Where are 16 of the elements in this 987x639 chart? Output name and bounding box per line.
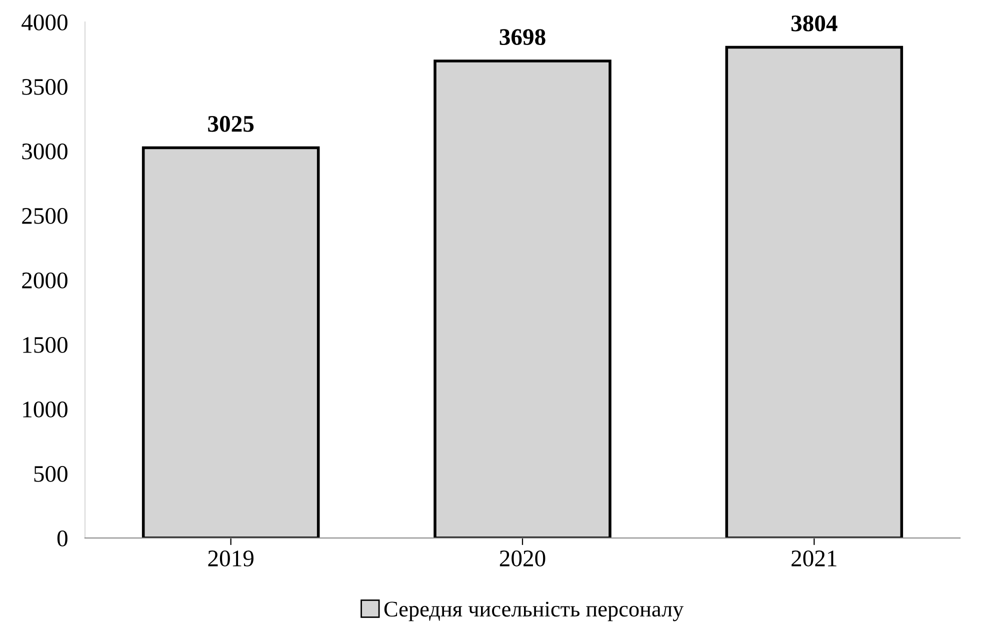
x-tick-label: 2021 — [792, 550, 836, 566]
data-label: 3025 — [208, 116, 254, 132]
data-label: 3804 — [791, 15, 838, 32]
y-tick-label: 1500 — [23, 336, 68, 353]
y-tick-label: 2000 — [22, 272, 68, 288]
y-tick-label: 0 — [57, 530, 68, 546]
y-tick-label: 2500 — [22, 208, 68, 224]
data-label: 3698 — [500, 29, 546, 46]
y-tick-label: 4000 — [22, 14, 68, 30]
x-tick-label: 2020 — [500, 550, 546, 566]
y-tick-label: 500 — [34, 466, 68, 482]
y-tick-label: 3000 — [22, 143, 68, 160]
x-tick-label: 2019 — [208, 550, 254, 566]
y-tick-label: 3500 — [22, 78, 68, 95]
y-tick-label: 1000 — [23, 401, 68, 418]
legend-label: Середня чисельність персоналу — [384, 602, 684, 622]
